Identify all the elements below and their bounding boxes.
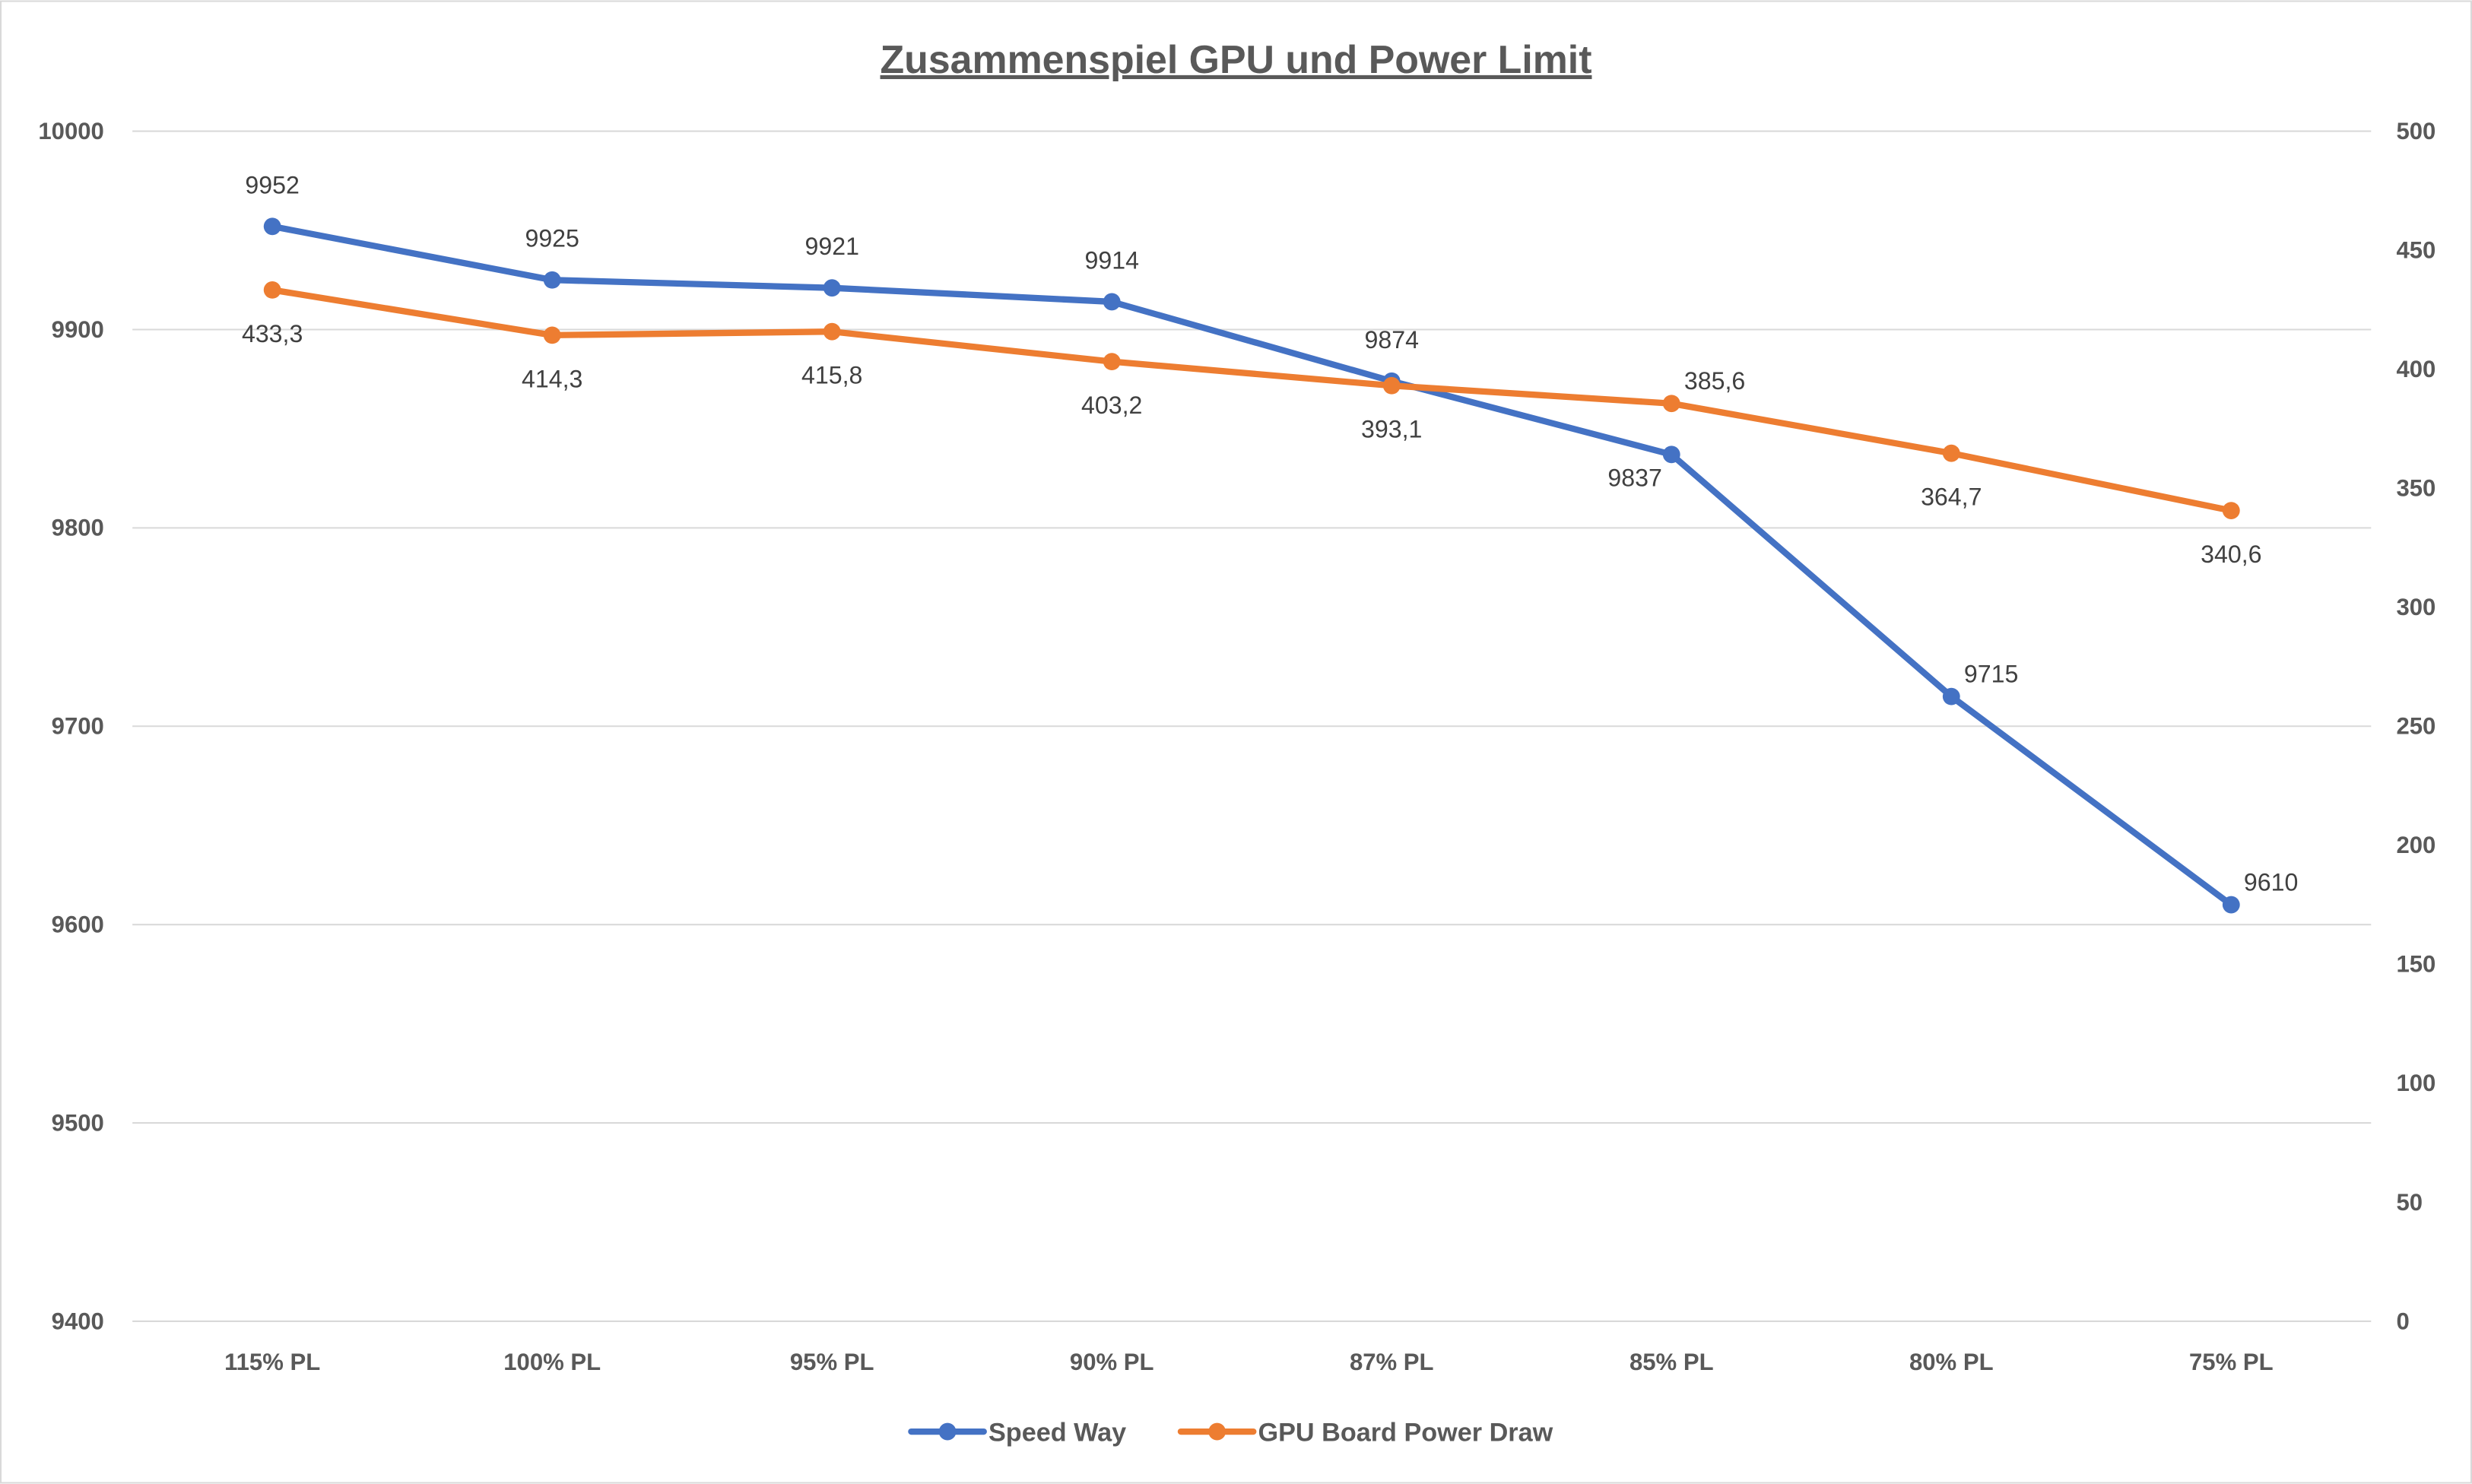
y-right-tick-label: 100 xyxy=(2396,1070,2436,1096)
y-right-tick-label: 500 xyxy=(2396,118,2436,144)
y-right-tick-label: 400 xyxy=(2396,356,2436,382)
y-left-tick-label: 9400 xyxy=(52,1308,104,1334)
series-line-0 xyxy=(271,223,2233,908)
data-point xyxy=(263,281,281,299)
x-tick-label: 80% PL xyxy=(1909,1349,1994,1375)
x-tick-label: 75% PL xyxy=(2189,1349,2274,1375)
data-label: 9921 xyxy=(804,233,858,260)
x-tick-label: 95% PL xyxy=(790,1349,874,1375)
data-point xyxy=(543,326,561,344)
data-label: 9610 xyxy=(2244,868,2298,896)
data-label: 414,3 xyxy=(522,365,582,392)
data-label: 433,3 xyxy=(242,320,303,347)
y-left-tick-label: 9500 xyxy=(52,1109,104,1136)
y-right-tick-label: 50 xyxy=(2396,1189,2423,1216)
data-label: 9874 xyxy=(1365,326,1419,354)
data-label: 340,6 xyxy=(2201,541,2261,568)
y-right-tick-label: 300 xyxy=(2396,594,2436,620)
data-point xyxy=(823,322,841,341)
x-tick-label: 90% PL xyxy=(1070,1349,1154,1375)
data-label: 9715 xyxy=(1964,660,2018,687)
data-point xyxy=(263,217,281,236)
y-right-tick-label: 0 xyxy=(2396,1308,2409,1334)
chart-title: Zusammenspiel GPU und Power Limit xyxy=(881,37,1592,81)
y-right-tick-label: 350 xyxy=(2396,475,2436,502)
y-left-tick-label: 10000 xyxy=(38,118,103,144)
data-label: 385,6 xyxy=(1684,367,1745,395)
y-right-tick-label: 200 xyxy=(2396,832,2436,858)
data-point xyxy=(1942,444,1960,462)
data-point xyxy=(823,279,841,297)
y-left-tick-label: 9900 xyxy=(52,316,104,343)
y-right-tick-label: 250 xyxy=(2396,713,2436,740)
data-point xyxy=(1103,293,1121,311)
legend-marker-0 xyxy=(938,1422,957,1441)
data-label: 393,1 xyxy=(1361,416,1422,443)
data-point xyxy=(2222,502,2240,520)
x-tick-label: 87% PL xyxy=(1350,1349,1434,1375)
legend-label-0: Speed Way xyxy=(988,1419,1126,1448)
data-point xyxy=(2222,896,2240,914)
x-tick-label: 85% PL xyxy=(1629,1349,1714,1375)
data-label: 9925 xyxy=(525,225,579,252)
data-point xyxy=(1382,376,1401,395)
data-point xyxy=(1662,395,1680,413)
data-label: 9837 xyxy=(1607,464,1661,491)
x-tick-label: 115% PL xyxy=(224,1349,320,1375)
y-left-tick-label: 9700 xyxy=(52,713,104,740)
legend-label-1: GPU Board Power Draw xyxy=(1258,1419,1553,1448)
data-point xyxy=(543,271,561,289)
data-label: 9952 xyxy=(245,171,299,198)
x-tick-label: 100% PL xyxy=(503,1349,601,1375)
data-label: 415,8 xyxy=(801,362,862,389)
data-point xyxy=(1942,687,1960,706)
y-right-tick-label: 450 xyxy=(2396,236,2436,263)
data-label: 9914 xyxy=(1084,246,1138,274)
data-label: 364,7 xyxy=(1921,484,1982,511)
series-line-1 xyxy=(271,287,2232,514)
legend-marker-1 xyxy=(1208,1422,1226,1441)
data-point xyxy=(1103,353,1121,371)
data-point xyxy=(1662,446,1680,464)
y-left-tick-label: 9600 xyxy=(52,912,104,938)
data-label: 403,2 xyxy=(1081,392,1142,419)
y-left-tick-label: 9800 xyxy=(52,515,104,541)
y-right-tick-label: 150 xyxy=(2396,951,2436,978)
